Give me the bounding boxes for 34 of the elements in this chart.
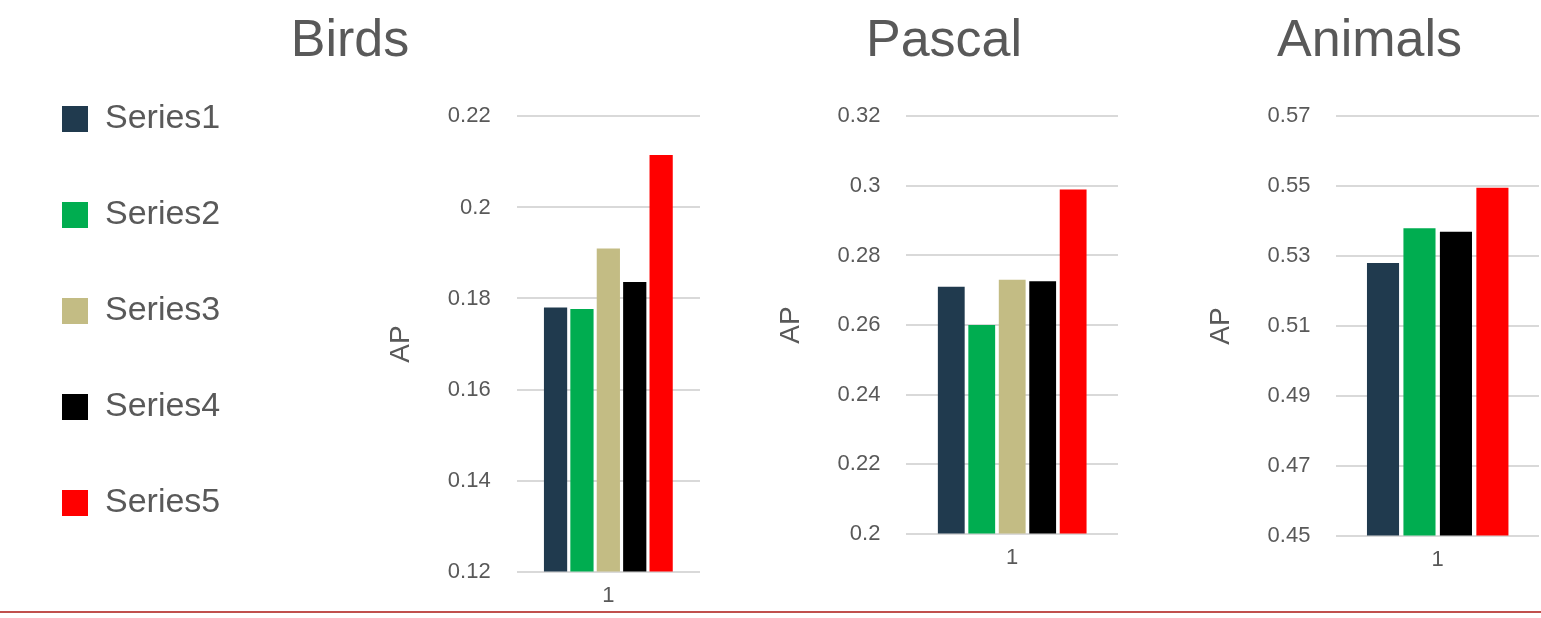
chart-title: Animals — [1277, 8, 1462, 67]
y-tick-label: 0.45 — [1267, 521, 1311, 547]
legend-label: Series5 — [105, 481, 221, 520]
legend-label: Series4 — [105, 385, 221, 424]
y-tick-label: 0.12 — [447, 557, 491, 583]
y-axis-title: AP — [773, 306, 805, 344]
y-tick-label: 0.2 — [849, 519, 881, 545]
y-axis-title: AP — [1203, 307, 1235, 345]
y-tick-label: 0.51 — [1267, 312, 1311, 338]
y-tick-label: 0.2 — [460, 193, 491, 219]
y-axis-title: AP — [383, 325, 415, 363]
chart-title: Pascal — [865, 8, 1023, 67]
y-tick-label: 0.55 — [1267, 172, 1311, 198]
y-tick-label: 0.3 — [849, 172, 881, 197]
y-tick-label: 0.57 — [1267, 102, 1311, 128]
y-tick-label: 0.32 — [837, 102, 881, 128]
x-tick-label: 1 — [1006, 543, 1019, 569]
y-tick-label: 0.24 — [837, 380, 881, 406]
y-tick-label: 0.14 — [447, 466, 491, 492]
legend-label: Series1 — [105, 97, 221, 136]
y-tick-label: 0.22 — [447, 102, 491, 128]
y-tick-label: 0.28 — [837, 241, 881, 267]
legend-label: Series3 — [105, 289, 221, 328]
y-tick-label: 0.18 — [447, 284, 491, 310]
y-tick-label: 0.22 — [837, 450, 881, 476]
x-tick-label: 1 — [602, 581, 615, 607]
x-tick-label: 1 — [1431, 545, 1444, 571]
y-tick-label: 0.49 — [1267, 381, 1311, 407]
y-tick-label: 0.47 — [1267, 451, 1311, 477]
legend-label: Series2 — [105, 193, 221, 232]
y-tick-label: 0.16 — [447, 375, 491, 401]
y-tick-label: 0.26 — [837, 311, 881, 337]
chart-title: Birds — [290, 8, 410, 67]
y-tick-label: 0.53 — [1267, 242, 1311, 268]
